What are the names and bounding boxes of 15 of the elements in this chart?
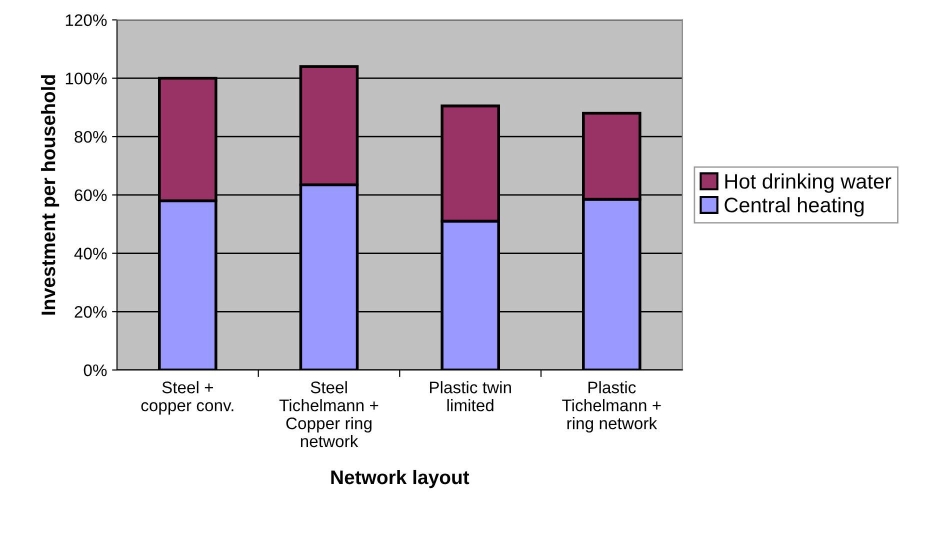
x-axis-title: Network layout: [331, 470, 470, 488]
x-tick-label: Plastic Tichelmann + ring network: [562, 381, 661, 433]
x-tick-label: Plastic twin limited: [430, 381, 511, 412]
legend-label: Central heating: [724, 197, 864, 217]
x-tick-label: Steel Tichelmann + Copper ring network: [279, 381, 378, 448]
y-tick-label: 60%: [74, 189, 107, 202]
y-axis-title: Investment per household: [40, 75, 60, 315]
y-tick-label: 20%: [74, 306, 107, 318]
y-tick-label: 80%: [74, 130, 107, 143]
y-tick-label: 0%: [84, 364, 107, 376]
y-tick-label: 100%: [66, 72, 107, 84]
y-tick-label: 120%: [66, 14, 107, 26]
legend-label: Hot drinking water: [725, 173, 892, 193]
x-tick-label: Steel + copper conv.: [141, 381, 234, 415]
y-tick-label: 40%: [74, 248, 107, 260]
